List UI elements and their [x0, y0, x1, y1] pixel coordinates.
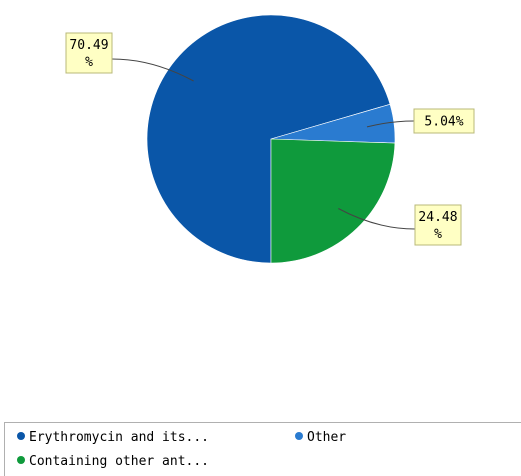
- legend: Erythromycin and its... Other Containing o…: [4, 422, 521, 476]
- legend-marker-erythromycin-and-its: [17, 432, 25, 440]
- data-label: %: [434, 227, 442, 242]
- leader-line: [338, 208, 416, 230]
- leader-line: [366, 120, 415, 128]
- legend-marker-containing-other-ant: [17, 456, 25, 464]
- pie-slice-erythromycin-and-its: [146, 14, 391, 264]
- pie-slice-containing-other-ant: [270, 138, 396, 264]
- data-label-box: [65, 32, 113, 74]
- data-label-box: [414, 204, 462, 246]
- data-label: %: [85, 55, 93, 70]
- legend-label: Containing other ant...: [29, 454, 209, 469]
- data-label: 24.48: [418, 210, 457, 225]
- data-label: 70.49: [69, 38, 108, 53]
- legend-label: Erythromycin and its...: [29, 430, 209, 445]
- legend-label: Other: [307, 430, 346, 445]
- leader-line: [111, 58, 194, 82]
- legend-marker-other: [295, 432, 303, 440]
- data-label: 5.04%: [424, 115, 463, 130]
- data-label-box: [413, 108, 475, 134]
- legend-box: [4, 422, 521, 476]
